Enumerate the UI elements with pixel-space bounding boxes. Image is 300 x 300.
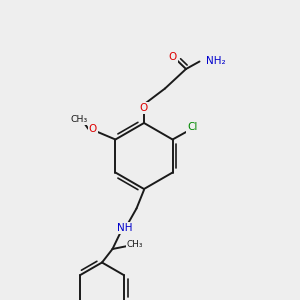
Text: Cl: Cl: [187, 122, 197, 133]
Text: O: O: [89, 124, 97, 134]
Text: CH₃: CH₃: [127, 240, 143, 249]
Text: O: O: [168, 52, 177, 62]
Text: CH₃: CH₃: [71, 116, 88, 124]
Text: NH: NH: [117, 223, 132, 233]
Text: O: O: [140, 103, 148, 113]
Text: NH₂: NH₂: [206, 56, 226, 67]
